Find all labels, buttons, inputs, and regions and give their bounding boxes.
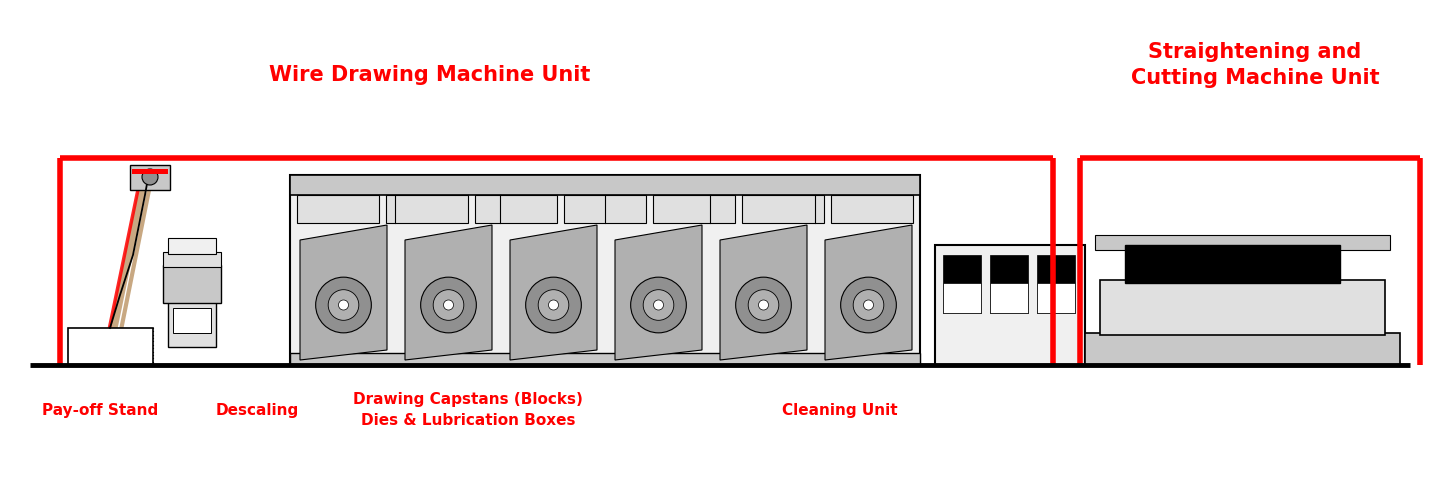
Bar xyxy=(68,328,153,365)
Bar xyxy=(1037,255,1074,313)
Bar xyxy=(1095,235,1390,250)
Circle shape xyxy=(338,300,348,310)
Circle shape xyxy=(736,277,791,333)
Circle shape xyxy=(654,300,664,310)
Polygon shape xyxy=(299,225,388,360)
Bar xyxy=(291,353,920,365)
Polygon shape xyxy=(720,225,807,360)
Bar xyxy=(564,195,646,223)
Circle shape xyxy=(434,290,464,320)
Bar xyxy=(831,195,912,223)
Text: Straightening and
Cutting Machine Unit: Straightening and Cutting Machine Unit xyxy=(1131,42,1379,88)
Circle shape xyxy=(853,290,884,320)
Circle shape xyxy=(142,169,158,185)
Bar xyxy=(742,195,824,223)
Text: Descaling: Descaling xyxy=(215,402,299,417)
Bar xyxy=(132,169,168,174)
Bar xyxy=(163,252,221,267)
Circle shape xyxy=(538,290,568,320)
Circle shape xyxy=(526,277,581,333)
Circle shape xyxy=(643,290,674,320)
Bar xyxy=(291,175,920,365)
Bar xyxy=(991,255,1028,313)
Bar xyxy=(1084,333,1400,365)
Bar xyxy=(943,255,980,313)
Bar xyxy=(474,195,557,223)
Bar xyxy=(1037,283,1074,313)
Bar xyxy=(386,195,469,223)
Bar xyxy=(654,195,735,223)
Bar xyxy=(296,195,379,223)
Polygon shape xyxy=(826,225,912,360)
Bar xyxy=(174,308,211,333)
Bar xyxy=(291,175,920,195)
Text: Wire Drawing Machine Unit: Wire Drawing Machine Unit xyxy=(269,65,590,85)
Bar xyxy=(1125,245,1340,283)
Bar xyxy=(130,165,171,190)
Circle shape xyxy=(315,277,372,333)
Polygon shape xyxy=(510,225,597,360)
Circle shape xyxy=(840,277,897,333)
Bar xyxy=(168,238,215,254)
Circle shape xyxy=(328,290,359,320)
Polygon shape xyxy=(405,225,492,360)
Polygon shape xyxy=(615,225,701,360)
Circle shape xyxy=(759,300,768,310)
Bar xyxy=(1100,280,1385,335)
Bar xyxy=(943,283,980,313)
Bar xyxy=(991,283,1028,313)
Circle shape xyxy=(630,277,687,333)
Circle shape xyxy=(748,290,779,320)
Circle shape xyxy=(421,277,476,333)
Text: Cleaning Unit: Cleaning Unit xyxy=(782,402,898,417)
Circle shape xyxy=(444,300,454,310)
Circle shape xyxy=(863,300,873,310)
Bar xyxy=(163,265,221,303)
Circle shape xyxy=(548,300,558,310)
Text: Pay-off Stand: Pay-off Stand xyxy=(42,402,158,417)
Bar xyxy=(168,302,215,347)
Bar xyxy=(936,245,1084,365)
Text: Drawing Capstans (Blocks)
Dies & Lubrication Boxes: Drawing Capstans (Blocks) Dies & Lubrica… xyxy=(353,392,583,428)
